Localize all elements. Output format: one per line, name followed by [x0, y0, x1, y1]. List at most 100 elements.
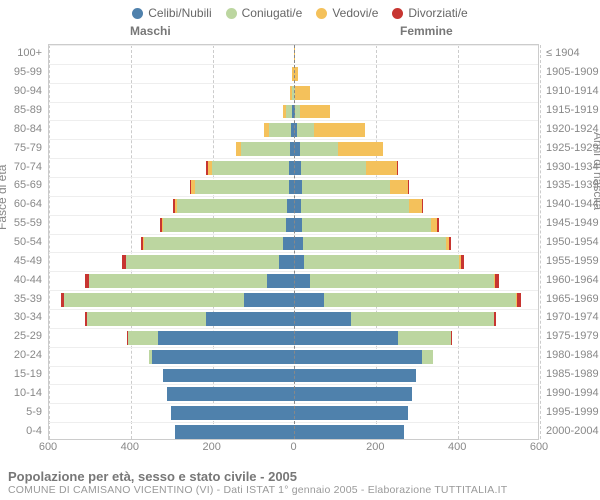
legend-item: Divorziati/e: [392, 6, 467, 20]
legend-swatch: [392, 8, 403, 19]
legend-item: Coniugati/e: [226, 6, 303, 20]
bar-segment: [294, 331, 398, 345]
x-tick: 600: [530, 441, 548, 453]
x-tick: 0: [290, 441, 296, 453]
bar-segment: [212, 161, 290, 175]
bar-segment: [128, 331, 159, 345]
bar-segment: [152, 350, 293, 364]
bar-segment: [294, 350, 423, 364]
x-tick: 400: [121, 441, 139, 453]
y-tick-age: 95-99: [0, 67, 42, 78]
bar-male: [173, 199, 293, 213]
chart-source: COMUNE DI CAMISANO VICENTINO (VI) - Dati…: [8, 484, 592, 496]
population-pyramid-chart: Celibi/Nubili Coniugati/e Vedovi/e Divorzia…: [0, 0, 600, 500]
bar-segment: [294, 180, 302, 194]
bar-segment: [294, 218, 302, 232]
y-tick-age: 85-89: [0, 105, 42, 116]
y-tick-year: 2000-2004: [546, 426, 600, 437]
bar-male: [236, 142, 294, 156]
bar-female: [294, 161, 399, 175]
bar-segment: [451, 331, 452, 345]
bar-segment: [304, 255, 459, 269]
bar-segment: [167, 387, 294, 401]
x-tick: 200: [366, 441, 384, 453]
bar-segment: [294, 387, 413, 401]
bar-female: [294, 142, 384, 156]
bar-male: [141, 237, 294, 251]
y-tick-age: 25-29: [0, 331, 42, 342]
legend-label: Vedovi/e: [332, 6, 378, 20]
header-female: Femmine: [400, 24, 453, 38]
bar-female: [294, 387, 413, 401]
y-tick-year: 1960-1964: [546, 275, 600, 286]
y-tick-age: 5-9: [0, 407, 42, 418]
bar-male: [171, 406, 294, 420]
y-tick-year: 1940-1944: [546, 199, 600, 210]
x-tick: 400: [448, 441, 466, 453]
y-tick-age: 90-94: [0, 86, 42, 97]
bar-male: [61, 293, 293, 307]
bar-segment: [241, 142, 290, 156]
bar-segment: [314, 123, 365, 137]
bar-segment: [158, 331, 293, 345]
bar-segment: [294, 274, 310, 288]
legend-label: Coniugati/e: [242, 6, 303, 20]
bar-segment: [144, 237, 283, 251]
bar-segment: [294, 199, 301, 213]
y-tick-year: ≤ 1904: [546, 48, 600, 59]
legend-item: Celibi/Nubili: [132, 6, 211, 20]
bar-segment: [494, 312, 496, 326]
bar-segment: [437, 218, 439, 232]
y-axis-age: 100+95-9990-9485-8980-8475-7970-7465-696…: [0, 44, 46, 440]
column-headers: Maschi Femmine: [0, 24, 600, 44]
bar-segment: [279, 255, 293, 269]
bar-female: [294, 199, 424, 213]
bar-segment: [163, 218, 286, 232]
y-tick-age: 65-69: [0, 180, 42, 191]
legend-swatch: [132, 8, 143, 19]
y-tick-age: 60-64: [0, 199, 42, 210]
y-tick-year: 1990-1994: [546, 388, 600, 399]
bar-segment: [302, 218, 431, 232]
bar-segment: [300, 142, 339, 156]
bar-male: [122, 255, 293, 269]
bar-segment: [294, 237, 303, 251]
y-tick-year: 1925-1929: [546, 143, 600, 154]
bar-segment: [195, 180, 289, 194]
bar-segment: [206, 312, 294, 326]
bar-female: [294, 312, 497, 326]
bar-female: [294, 293, 521, 307]
bar-segment: [89, 274, 267, 288]
bar-segment: [302, 180, 390, 194]
center-axis: [294, 45, 295, 439]
x-tick: 600: [39, 441, 57, 453]
y-tick-year: 1970-1974: [546, 312, 600, 323]
plot-area: [48, 44, 539, 440]
y-tick-year: 1945-1949: [546, 218, 600, 229]
bar-segment: [310, 274, 494, 288]
bar-segment: [449, 237, 451, 251]
bar-male: [167, 387, 294, 401]
bar-male: [85, 312, 294, 326]
bar-segment: [171, 406, 294, 420]
bar-male: [283, 105, 294, 119]
bar-female: [294, 86, 311, 100]
bar-segment: [294, 406, 409, 420]
bar-segment: [244, 293, 293, 307]
bar-male: [85, 274, 294, 288]
y-tick-year: 1950-1954: [546, 237, 600, 248]
bar-segment: [294, 293, 325, 307]
y-tick-age: 35-39: [0, 294, 42, 305]
bar-male: [206, 161, 293, 175]
y-axis-year: ≤ 19041905-19091910-19141915-19191920-19…: [542, 44, 600, 440]
y-tick-age: 15-19: [0, 369, 42, 380]
y-tick-year: 1955-1959: [546, 256, 600, 267]
bar-segment: [64, 293, 244, 307]
bar-male: [163, 369, 294, 383]
bar-segment: [301, 161, 366, 175]
bar-segment: [397, 161, 398, 175]
bar-female: [294, 255, 465, 269]
bar-female: [294, 218, 439, 232]
legend-item: Vedovi/e: [316, 6, 378, 20]
bar-segment: [297, 123, 314, 137]
